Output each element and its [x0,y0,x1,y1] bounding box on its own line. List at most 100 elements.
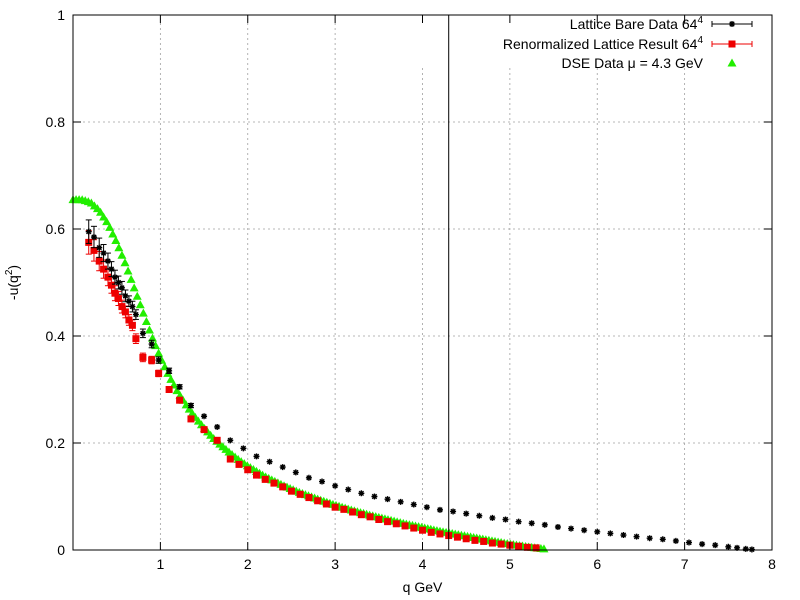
renormalized-point [176,396,184,404]
x-tick-label: 7 [681,556,689,572]
bare-point [148,341,155,348]
bare-point [742,545,749,552]
renormalized-point [480,537,488,545]
renormalized-point [107,281,115,289]
renormalized-point [111,289,119,297]
renormalized-point [349,508,357,516]
renormalized-point [118,303,126,311]
renormalized-point [401,522,409,530]
data-layer [68,195,755,553]
y-axis-label: -u(q2) [4,265,21,300]
dse-point [105,222,115,231]
dse-point [123,266,133,275]
grid-lines [73,15,772,550]
bare-point [489,514,496,521]
dse-point [126,274,136,283]
bare-point [118,284,125,291]
bare-point [528,520,535,527]
renormalized-point [384,518,392,526]
legend-label-sup: 4 [697,15,703,26]
legend-label-main: Lattice Bare Data 64 [570,16,698,32]
legend-marker [729,21,735,27]
renormalized-point [515,542,523,550]
bare-point [132,311,139,318]
bare-point [292,469,299,476]
renormalized-point [125,316,133,324]
bare-point [436,506,443,513]
bare-point [397,498,404,505]
legend-marker [728,40,736,48]
renormalized-point [270,479,278,487]
bare-point [620,532,627,539]
bare-point [166,367,173,374]
renormalized-point [132,335,140,343]
bare-point [279,464,286,471]
bare-point [672,537,679,544]
x-tick-label: 3 [331,556,339,572]
legend-label-main: DSE Data μ = 4.3 GeV [561,55,703,71]
bare-point [699,541,706,548]
bare-point [240,445,247,452]
y-tick-label: 0.8 [46,114,66,130]
renormalized-point [114,295,122,303]
renormalized-point [497,540,505,548]
dse-point [132,291,142,300]
x-tick-label: 5 [506,556,514,572]
dse-point [135,300,145,309]
renormalized-point [95,257,103,265]
bare-point [734,544,741,551]
bare-point [712,542,719,549]
dse-point [166,374,176,383]
bare-point [515,518,522,525]
renormalized-point [187,415,195,423]
bare-point [685,539,692,546]
x-tick-label: 8 [768,556,776,572]
renormalized-point [100,265,108,273]
renormalized-point [419,526,426,534]
x-tick-label: 6 [593,556,601,572]
bare-point [305,474,312,481]
renormalized-point [200,426,208,434]
legend-label: DSE Data μ = 4.3 GeV [561,55,703,71]
renormalized-point [357,511,365,519]
bare-point [155,357,162,364]
bare-point [371,493,378,500]
series-renormalized [85,230,540,552]
bare-point [90,234,97,241]
y-tick-label: 0.6 [46,221,66,237]
renormalized-point [296,490,304,498]
bare-point [607,530,614,537]
renormalized-point [322,500,330,508]
renormalized-point [340,505,348,513]
bare-point [253,453,260,460]
bare-point [176,383,183,390]
bare-point [100,250,107,257]
bare-point [633,533,640,540]
dse-point [99,212,109,221]
renormalized-point [128,321,136,329]
renormalized-point [410,524,418,532]
dse-point [96,207,106,216]
bare-point [187,402,194,409]
bare-point [125,298,132,305]
bare-point [725,543,732,550]
renormalized-point [532,544,540,552]
bare-point [266,458,273,465]
renormalized-point [213,436,221,444]
renormalized-point [148,356,156,364]
renormalized-point [252,471,260,479]
x-axis-label: q GeV [403,579,443,595]
renormalized-point [90,246,98,254]
legend-marker [727,58,737,67]
renormalized-point [392,520,400,528]
bare-point [227,437,234,444]
bare-point [122,292,129,299]
renormalized-point [471,536,479,544]
y-tick-label: 0.2 [46,435,66,451]
y-tick-label: 1 [57,7,65,23]
renormalized-point [165,386,173,393]
renormalized-point [139,353,147,361]
bare-point [463,510,470,517]
renormalized-point [375,516,383,524]
